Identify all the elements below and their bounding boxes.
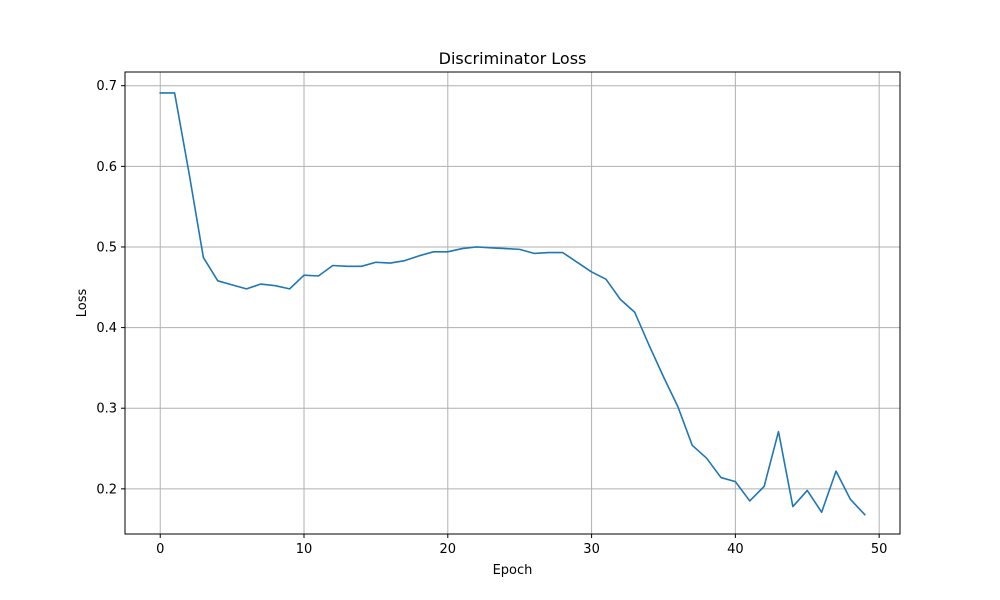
- x-tick-label: 30: [583, 542, 600, 557]
- plot-area: [125, 72, 900, 534]
- x-tick-label: 0: [156, 542, 164, 557]
- series-lines: [159, 92, 866, 516]
- grid-lines: [125, 72, 900, 534]
- loss-series-line: [159, 92, 866, 516]
- plot-frame: [124, 71, 901, 535]
- chart-title: Discriminator Loss: [439, 49, 587, 68]
- x-tick-label: 40: [727, 542, 744, 557]
- y-axis-label: Loss: [75, 289, 90, 318]
- x-tick-label: 20: [440, 542, 457, 557]
- y-tick-label: 0.7: [96, 79, 117, 94]
- y-tick-label: 0.2: [96, 482, 117, 497]
- axis-ticks: 0 10 20 30 40 50 0.2 0.3 0.4 0.5 0.6 0.7: [96, 79, 887, 557]
- x-axis-label: Epoch: [493, 563, 533, 578]
- x-tick-label: 10: [296, 542, 313, 557]
- y-tick-label: 0.4: [96, 321, 117, 336]
- y-tick-label: 0.6: [96, 160, 117, 175]
- x-tick-label: 50: [871, 542, 888, 557]
- y-tick-label: 0.5: [96, 240, 117, 255]
- y-tick-label: 0.3: [96, 402, 117, 417]
